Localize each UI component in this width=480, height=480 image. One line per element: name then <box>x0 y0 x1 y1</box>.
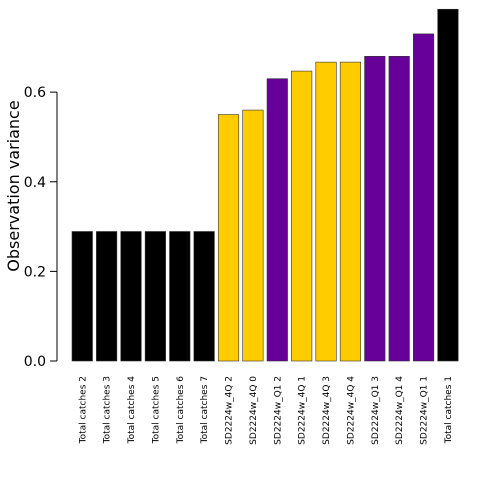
x-tick-label: Total catches 5 <box>151 376 161 444</box>
bar <box>413 33 435 362</box>
x-tick-label: SD2224w_4Q 1 <box>298 376 308 445</box>
bar <box>71 231 93 362</box>
x-tick-label: SD2224w_Q1 1 <box>420 376 430 445</box>
bar <box>388 55 410 362</box>
bar <box>339 61 361 362</box>
x-axis-labels: Total catches 2 Total catches 3 Total catc… <box>78 376 454 445</box>
bar <box>291 70 313 362</box>
x-tick-label: SD2224w_4Q 2 <box>225 376 235 445</box>
x-tick-label: Total catches 7 <box>200 376 210 444</box>
bars <box>71 8 459 362</box>
bar <box>242 109 264 362</box>
bar <box>217 114 240 362</box>
y-tick-label: 0.6 <box>24 85 46 101</box>
y-tick-label: 0.4 <box>24 175 46 191</box>
x-tick-label: SD2224w_4Q 4 <box>346 376 356 445</box>
y-tick-label: 0.0 <box>24 354 46 370</box>
bar <box>193 231 215 362</box>
x-tick-label: Total catches 3 <box>103 376 113 444</box>
x-tick-label: SD2224w_4Q 0 <box>249 376 259 445</box>
x-tick-label: Total catches 1 <box>444 376 454 444</box>
bar <box>266 78 288 362</box>
x-tick-label: Total catches 6 <box>176 376 186 445</box>
y-tick-label: 0.2 <box>24 264 46 280</box>
bar <box>437 8 459 362</box>
bar <box>120 231 142 362</box>
bar <box>96 231 118 362</box>
bar <box>315 61 337 362</box>
x-tick-label: Total catches 2 <box>78 376 88 444</box>
y-axis: 0.0 0.2 0.4 0.6 <box>24 85 58 370</box>
bar <box>364 55 386 362</box>
bar <box>144 231 166 362</box>
x-tick-label: SD2224w_Q1 4 <box>395 376 405 445</box>
x-tick-label: Total catches 4 <box>127 376 137 445</box>
bar <box>169 231 191 362</box>
x-tick-label: SD2224w_Q1 3 <box>371 376 381 445</box>
y-axis-title: Observation variance <box>4 100 23 271</box>
x-tick-label: SD2224w_Q1 2 <box>273 376 283 445</box>
x-tick-label: SD2224w_4Q 3 <box>322 376 332 445</box>
